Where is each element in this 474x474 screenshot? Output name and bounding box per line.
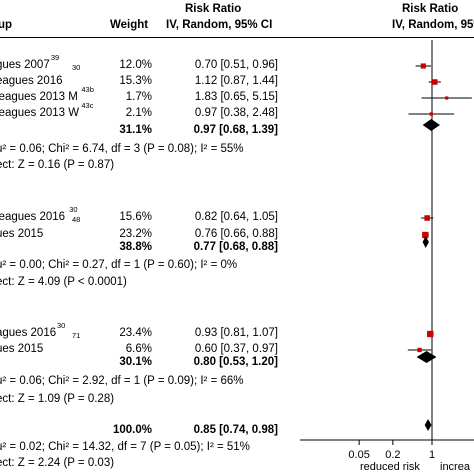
study-marker	[417, 347, 422, 353]
heterogeneity-text: u² = 0.02; Chi² = 14.32, df = 7 (P = 0.0…	[0, 441, 250, 453]
study-marker	[427, 330, 434, 338]
x-tick-label: 0.05	[348, 449, 369, 461]
heterogeneity-text: ect: Z = 2.24 (P = 0.03)	[0, 457, 115, 469]
study-marker	[420, 63, 426, 69]
subtotal-ci: 0.80 [0.53, 1.20]	[193, 356, 278, 368]
study-marker	[445, 96, 449, 100]
study-label: leagues 2013 M	[0, 91, 78, 103]
study-weight: 23.4%	[119, 327, 152, 339]
heterogeneity-text: ect: Z = 4.09 (P < 0.0001)	[0, 276, 127, 288]
subtotal-ci: 0.77 [0.68, 0.88]	[193, 241, 278, 253]
study-label: leagues 2013 W	[0, 107, 80, 119]
study-weight: 1.7%	[125, 91, 152, 103]
risk-ratio-subheader-2: IV, Random, 95%	[392, 19, 474, 31]
reference-superscript: 43b	[81, 85, 94, 94]
reference-superscript: 39	[50, 53, 60, 62]
study-ci: 0.82 [0.64, 1.05]	[194, 211, 278, 223]
study-weight: 15.3%	[119, 75, 152, 87]
study-ci: 0.93 [0.81, 1.07]	[194, 327, 278, 339]
risk-ratio-header-2: Risk Ratio	[402, 3, 459, 15]
reference-superscript: 30	[69, 205, 78, 214]
subtotal-ci: 0.97 [0.68, 1.39]	[193, 124, 278, 136]
reference-superscript: 43c	[81, 101, 94, 110]
group-column-header: up	[0, 19, 13, 31]
study-label: leagues 2016	[0, 211, 66, 223]
study-ci: 0.60 [0.37, 0.97]	[194, 343, 278, 355]
study-label: agues 2016	[0, 327, 57, 339]
pooled-diamond	[422, 236, 429, 248]
pooled-diamond	[424, 419, 432, 431]
study-weight: 15.6%	[119, 211, 152, 223]
study-weight: 6.6%	[125, 343, 152, 355]
x-label-right: increa	[440, 461, 470, 473]
heterogeneity-text: ect: Z = 0.16 (P = 0.87)	[0, 159, 115, 171]
study-ci: 0.97 [0.38, 2.48]	[194, 107, 278, 119]
study-label: gues 2007	[0, 59, 50, 71]
study-ci: 1.83 [0.65, 5.15]	[194, 91, 278, 103]
study-label: eagues 2016	[0, 75, 63, 87]
study-label: ues 2015	[0, 228, 44, 240]
subtotal-ci: 0.85 [0.74, 0.98]	[193, 424, 278, 436]
pooled-diamond	[416, 351, 437, 363]
study-marker	[431, 79, 438, 85]
reference-superscript: 48	[72, 215, 81, 224]
risk-ratio-subheader-1: IV, Random, 95% CI	[166, 19, 273, 31]
study-marker	[422, 231, 429, 239]
study-ci: 0.70 [0.51, 0.96]	[194, 59, 278, 71]
subtotal-weight: 38.8%	[119, 241, 152, 253]
pooled-diamond	[422, 119, 441, 131]
subtotal-weight: 31.1%	[119, 124, 152, 136]
heterogeneity-text: u² = 0.00; Chi² = 0.27, df = 1 (P = 0.60…	[0, 259, 238, 271]
study-marker	[429, 112, 433, 116]
weight-column-header: Weight	[110, 19, 149, 31]
x-label-left: reduced risk	[360, 461, 420, 473]
heterogeneity-text: ect: Z = 1.09 (P = 0.28)	[0, 393, 115, 405]
x-tick-label: 0.2	[385, 449, 400, 461]
study-ci: 0.76 [0.66, 0.88]	[194, 228, 278, 240]
heterogeneity-text: u² = 0.06; Chi² = 2.92, df = 1 (P = 0.09…	[0, 375, 244, 387]
reference-superscript: 30	[72, 63, 81, 72]
header-divider	[0, 37, 474, 38]
study-label: ues 2015	[0, 343, 44, 355]
study-ci: 1.12 [0.87, 1.44]	[194, 75, 278, 87]
risk-ratio-header-1: Risk Ratio	[185, 3, 242, 15]
reference-superscript: 71	[72, 331, 81, 340]
subtotal-weight: 100.0%	[112, 424, 152, 436]
study-weight: 12.0%	[119, 59, 152, 71]
study-weight: 23.2%	[119, 228, 152, 240]
reference-superscript: 30	[57, 321, 66, 330]
subtotal-weight: 30.1%	[119, 356, 152, 368]
x-tick-label: 1	[429, 449, 435, 461]
study-marker	[424, 215, 430, 221]
study-weight: 2.1%	[125, 107, 152, 119]
heterogeneity-text: u² = 0.06; Chi² = 6.74, df = 3 (P = 0.08…	[0, 143, 244, 155]
